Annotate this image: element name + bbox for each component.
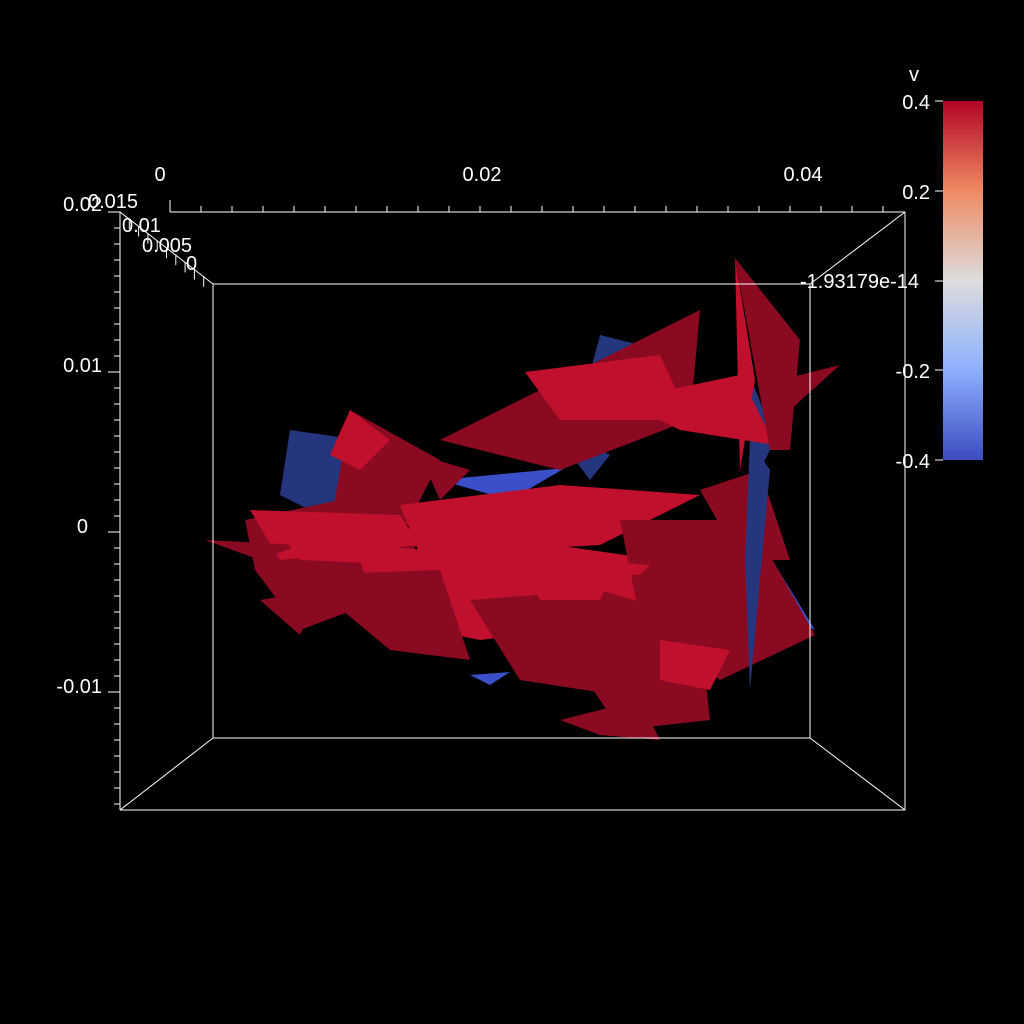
- x-tick-label: 0.04: [784, 164, 823, 186]
- z-axis-labels: 0.015 0.01 0.005 0 -1.93179e-14: [88, 191, 919, 293]
- y-tick-label: -0.01: [56, 676, 102, 698]
- axes-box: [119, 211, 906, 811]
- z-tick-label: 0.005: [142, 235, 192, 257]
- y-axis-labels: 0.02 0.01 0 -0.01: [56, 194, 102, 698]
- z-tick-label: 0.015: [88, 191, 138, 213]
- legend-tick-label: 0.2: [902, 182, 930, 204]
- z-tick-label: 0.01: [122, 215, 161, 237]
- z-tick-label: 0: [186, 253, 197, 275]
- x-tick-label: 0.02: [463, 164, 502, 186]
- axis-ticks: [108, 200, 884, 805]
- color-bar: [943, 101, 983, 460]
- x-tick-label: 0: [154, 164, 165, 186]
- z-extra-label: -1.93179e-14: [800, 271, 919, 293]
- legend-tick-label: -0.2: [896, 361, 930, 383]
- y-tick-label: 0.02: [63, 194, 102, 216]
- legend-tick-label: 0.4: [902, 92, 930, 114]
- color-legend: v 0.4 0.2 -0.2 -0.4: [896, 64, 983, 473]
- surface-mesh: [205, 258, 840, 740]
- y-tick-label: 0.01: [63, 355, 102, 377]
- legend-title: v: [909, 64, 919, 86]
- legend-tick-label: -0.4: [896, 451, 930, 473]
- y-tick-label: 0: [77, 516, 88, 538]
- x-axis-labels: 0 0.02 0.04: [154, 164, 822, 186]
